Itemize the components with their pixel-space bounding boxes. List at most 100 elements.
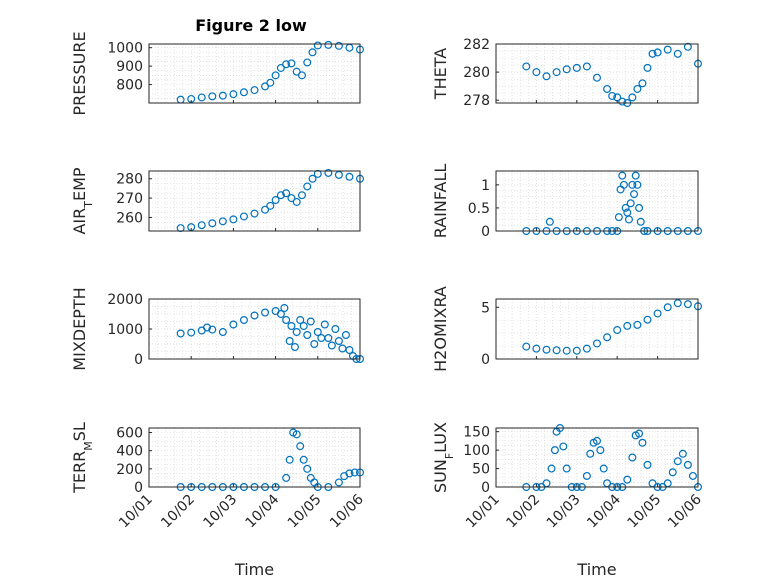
data-point — [623, 321, 632, 330]
y-tick-label: 0.5 — [468, 201, 490, 217]
data-point — [197, 93, 206, 102]
data-point — [327, 341, 336, 350]
data-point — [296, 316, 305, 325]
data-point — [282, 189, 291, 198]
data-point — [643, 63, 652, 72]
data-point — [683, 42, 692, 51]
axes-box — [148, 43, 361, 104]
y-tick-label: 270 — [116, 191, 143, 207]
y-tick-label: 280 — [463, 65, 490, 81]
data-point — [218, 217, 227, 226]
data-point — [229, 215, 238, 224]
data-point — [324, 40, 333, 49]
data-point — [688, 471, 697, 480]
data-point — [287, 322, 296, 331]
data-point — [266, 78, 275, 87]
data-point — [628, 453, 637, 462]
data-point — [547, 464, 556, 473]
data-point — [608, 91, 617, 100]
data-point — [303, 58, 312, 67]
data-point — [261, 308, 270, 317]
data-point — [619, 180, 628, 189]
data-point — [292, 197, 301, 206]
data-point — [648, 49, 657, 58]
data-point — [683, 460, 692, 469]
data-point — [271, 196, 280, 205]
y-axis-label: H2OMIXRA — [431, 286, 450, 372]
data-point — [282, 473, 291, 482]
y-tick-label: 278 — [463, 93, 490, 109]
data-point — [292, 67, 301, 76]
y-tick-label: 0 — [134, 352, 143, 368]
data-point — [203, 323, 212, 332]
data-point — [621, 203, 630, 212]
data-point — [239, 88, 248, 97]
y-tick-label: 900 — [116, 59, 143, 75]
data-point — [638, 438, 647, 447]
data-point — [313, 41, 322, 50]
data-point — [297, 191, 306, 200]
data-point — [532, 344, 541, 353]
data-point — [280, 304, 289, 313]
data-point — [229, 90, 238, 99]
data-point — [350, 468, 359, 477]
data-point — [208, 325, 217, 334]
y-tick-label: 200 — [116, 462, 143, 478]
data-point — [276, 63, 285, 72]
data-point — [582, 62, 591, 71]
data-point — [542, 72, 551, 81]
data-point — [596, 446, 605, 455]
data-point — [324, 168, 333, 177]
pressure-panel: 800 900 1000 PRESSURE — [70, 31, 365, 116]
y-axis-label: PRESSURE — [70, 31, 89, 115]
data-point — [266, 201, 275, 210]
data-point — [345, 172, 354, 181]
data-point — [176, 329, 185, 338]
data-point — [638, 79, 647, 88]
data-point — [582, 471, 591, 480]
theta-panel: 278 280 282 THETA — [431, 37, 702, 109]
data-point — [292, 328, 301, 337]
data-point — [631, 171, 640, 180]
y-axis-label: MIXDEPTH — [70, 287, 89, 370]
data-point — [320, 320, 329, 329]
data-point — [303, 182, 312, 191]
data-point — [628, 180, 637, 189]
data-point — [271, 71, 280, 80]
data-point — [653, 309, 662, 318]
data-point — [296, 442, 305, 451]
data-point — [618, 97, 627, 106]
data-point — [285, 337, 294, 346]
data-point — [261, 82, 270, 91]
axes-box — [148, 427, 361, 488]
y-tick-label: 280 — [116, 172, 143, 188]
data-point — [673, 49, 682, 58]
data-point — [624, 215, 633, 224]
y-axis-label: SUNFLUX — [431, 422, 456, 493]
data-point — [313, 328, 322, 337]
data-point — [250, 311, 259, 320]
data-point — [308, 48, 317, 57]
y-tick-label: 0 — [134, 480, 143, 496]
data-point — [550, 446, 559, 455]
data-point — [552, 346, 561, 355]
data-point — [331, 325, 340, 334]
data-point — [668, 468, 677, 477]
data-point — [345, 346, 354, 355]
data-point — [603, 333, 612, 342]
data-point — [635, 429, 644, 438]
data-point — [176, 224, 185, 233]
data-point — [635, 203, 644, 212]
data-point — [276, 310, 285, 319]
data-point — [626, 199, 635, 208]
data-point — [562, 65, 571, 74]
figure-title: Figure 2 low — [195, 16, 307, 35]
y-tick-label: 1 — [481, 178, 490, 194]
data-point — [306, 317, 315, 326]
data-point — [218, 328, 227, 337]
data-point — [282, 316, 291, 325]
y-tick-label: 100 — [463, 443, 490, 459]
y-tick-label: 0 — [481, 224, 490, 240]
data-point — [599, 464, 608, 473]
